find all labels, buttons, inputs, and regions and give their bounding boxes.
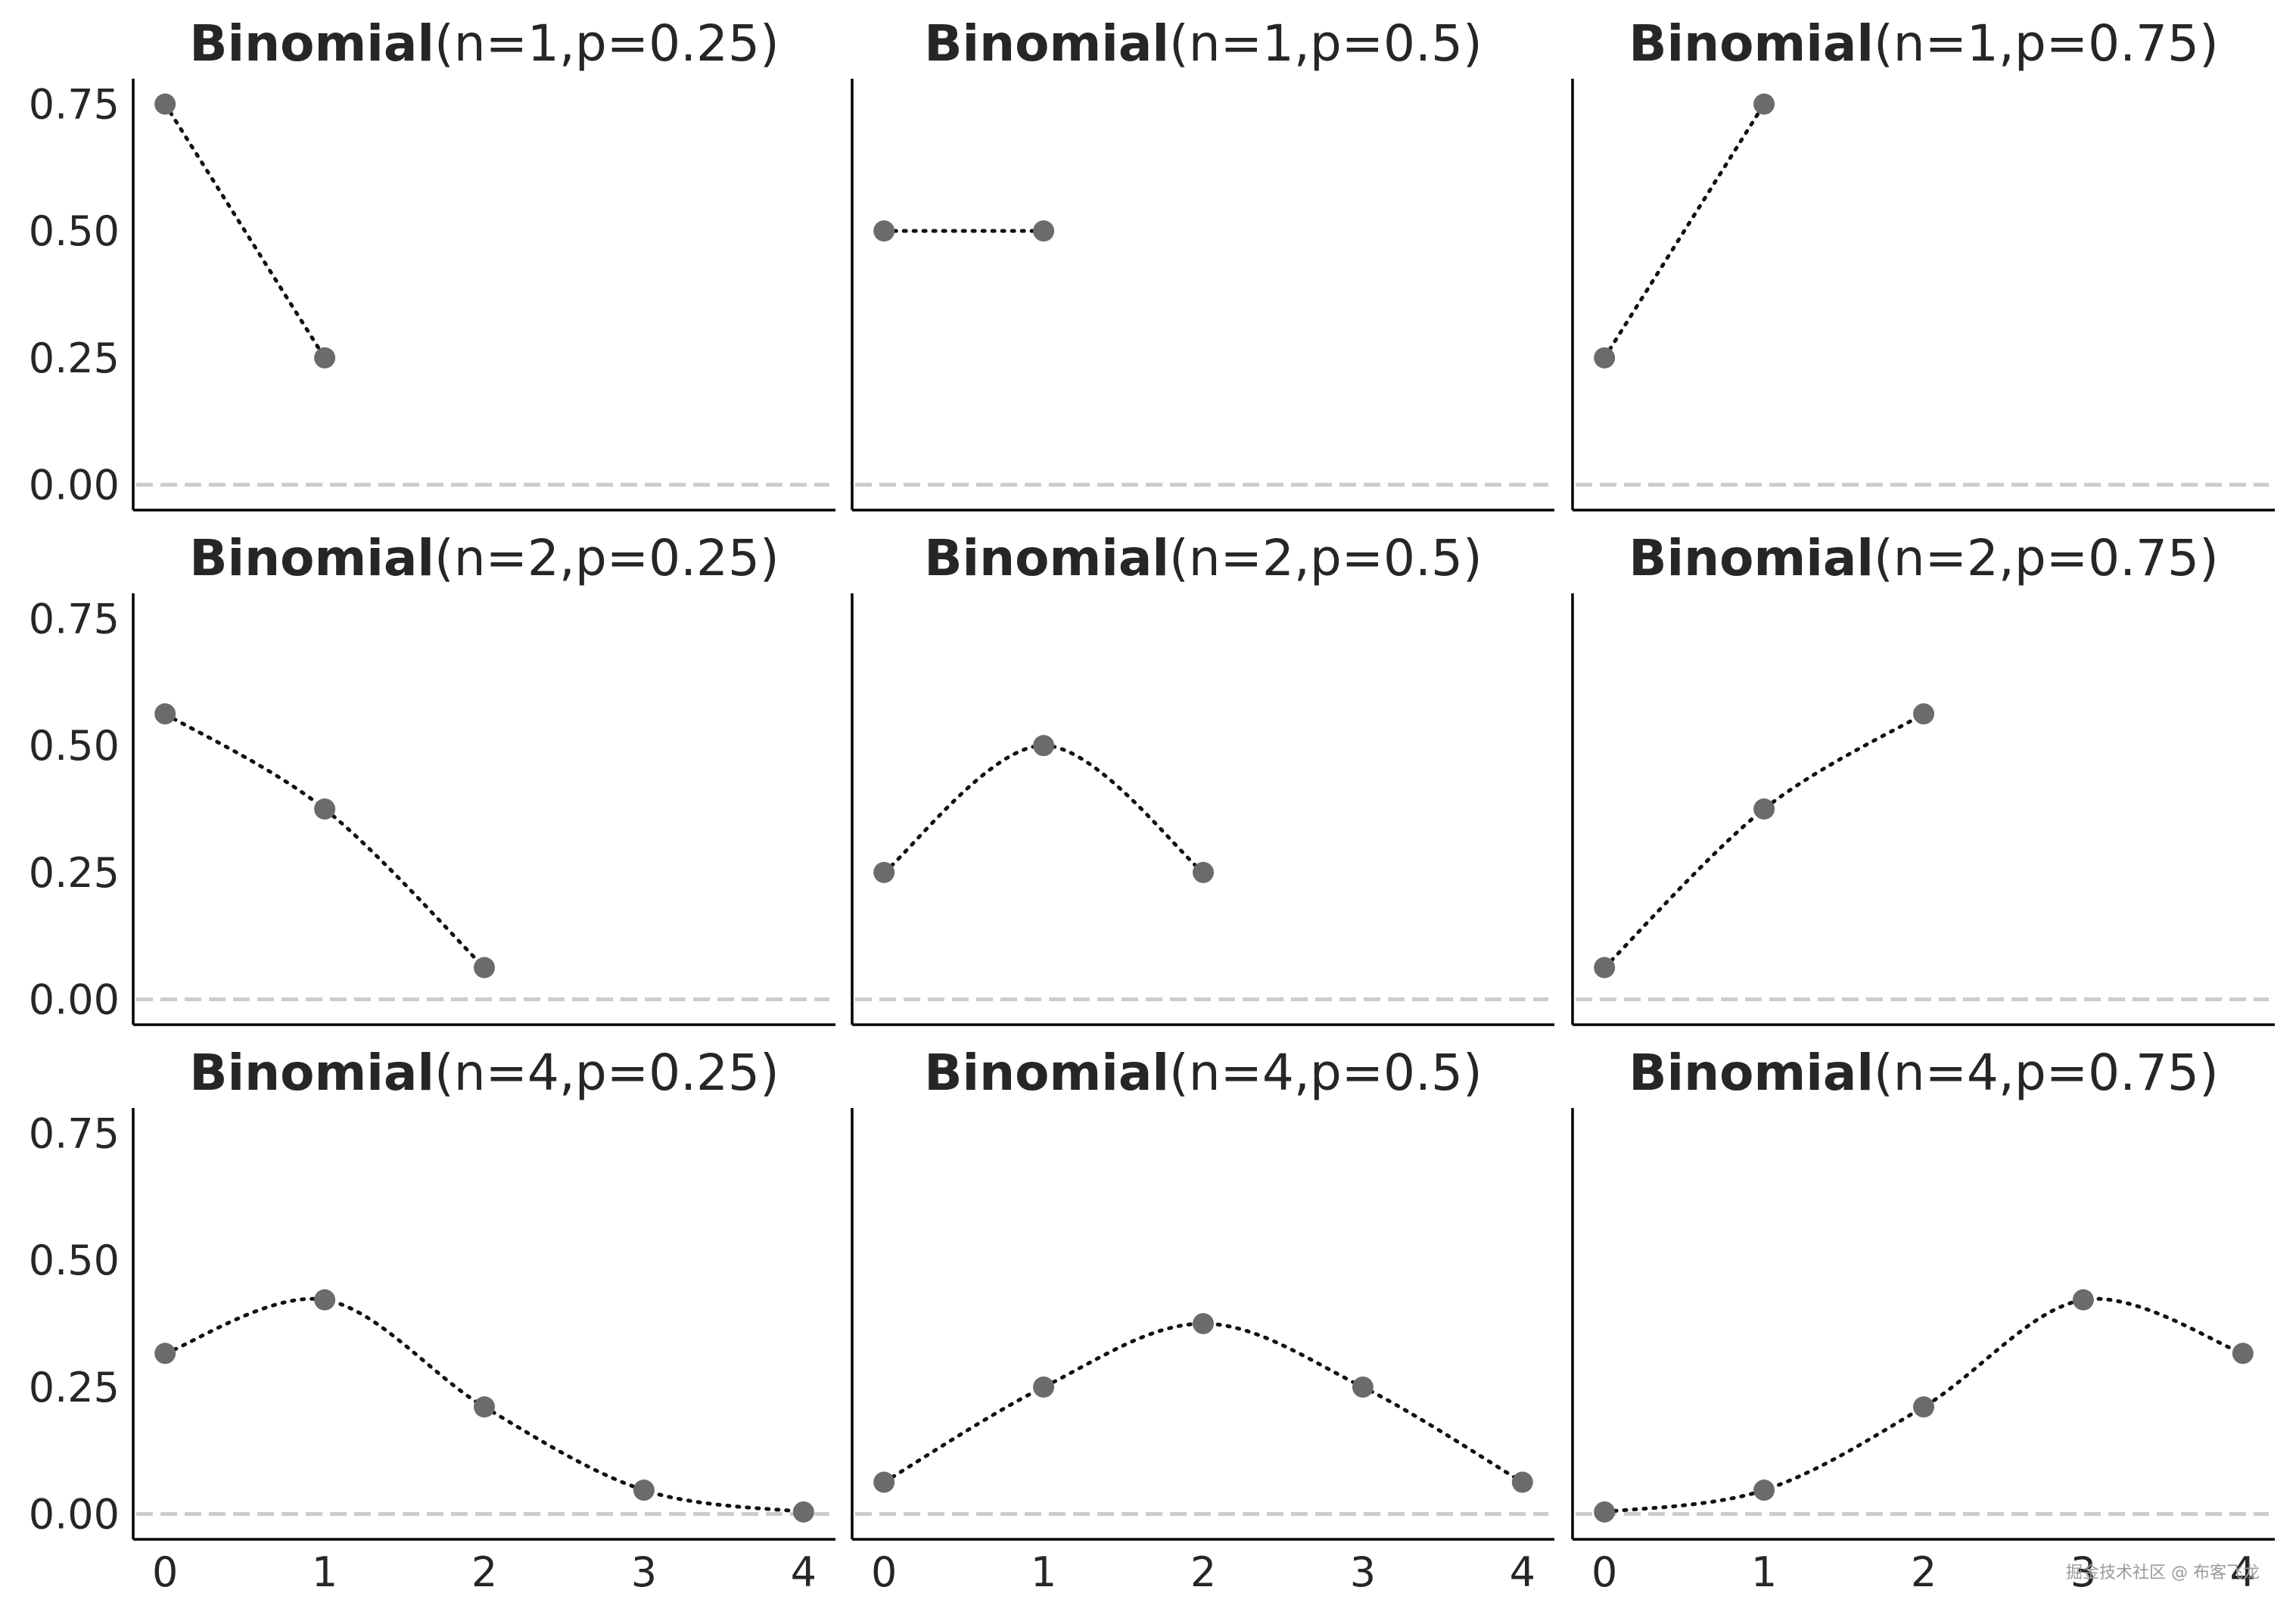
panel-9-point xyxy=(1753,1480,1775,1501)
panel-9-point xyxy=(1913,1396,1934,1418)
panel-1-ytick-label: 0.75 xyxy=(29,81,120,129)
panel-6-title-params: (n=2,p=0.75) xyxy=(1874,529,2219,587)
panel-4-ytick-label: 0.75 xyxy=(29,596,120,643)
panel-8-xtick-label: 1 xyxy=(1031,1548,1056,1596)
panel-8-point xyxy=(1352,1376,1374,1398)
panel-9-title-name: Binomial xyxy=(1629,1044,1874,1102)
panel-2-point xyxy=(1033,220,1055,242)
panel-7-point xyxy=(154,1343,176,1365)
panel-5-title: Binomial(n=2,p=0.5) xyxy=(924,529,1482,587)
panel-3-point xyxy=(1753,93,1775,115)
panel-6-point xyxy=(1913,703,1934,725)
panel-9-point xyxy=(1594,1501,1616,1523)
panel-7-title: Binomial(n=4,p=0.25) xyxy=(189,1044,779,1102)
panel-2-title-name: Binomial xyxy=(924,14,1169,73)
panel-1-title-params: (n=1,p=0.25) xyxy=(434,14,779,73)
panel-8-title-params: (n=4,p=0.5) xyxy=(1169,1044,1482,1102)
panel-5-title-name: Binomial xyxy=(924,529,1169,587)
panel-2-title-params: (n=1,p=0.5) xyxy=(1169,14,1482,73)
panel-1-series-line xyxy=(163,102,327,360)
panel-5-series-line xyxy=(882,743,1206,875)
panel-6-title-name: Binomial xyxy=(1629,529,1874,587)
panel-9-xtick-label: 1 xyxy=(1751,1548,1777,1596)
panel-3-title: Binomial(n=1,p=0.75) xyxy=(1629,14,2219,73)
panel-4-title-name: Binomial xyxy=(189,529,434,587)
panel-8-point xyxy=(1033,1376,1055,1398)
panel-4-point xyxy=(474,957,495,979)
panel-8-title-name: Binomial xyxy=(924,1044,1169,1102)
panel-3-title-name: Binomial xyxy=(1629,14,1874,73)
panel-9-xtick-label: 2 xyxy=(1911,1548,1937,1596)
panel-8-xtick-label: 2 xyxy=(1190,1548,1216,1596)
panel-3-series-line xyxy=(1602,102,1766,360)
panel-8-xtick-label: 0 xyxy=(871,1548,897,1596)
panel-6-point xyxy=(1753,798,1775,820)
panel-8-xtick-label: 3 xyxy=(1350,1548,1376,1596)
panel-1-ytick-label: 0.25 xyxy=(29,335,120,382)
panel-5-point xyxy=(873,861,895,883)
panel-6-point xyxy=(1594,957,1616,979)
panel-2-point xyxy=(873,220,895,242)
panel-8-xtick-label: 4 xyxy=(1510,1548,1535,1596)
panel-7-xtick-label: 4 xyxy=(791,1548,817,1596)
panel-1-title-name: Binomial xyxy=(189,14,434,73)
panel-3-point xyxy=(1594,347,1616,369)
panel-9-title-params: (n=4,p=0.75) xyxy=(1874,1044,2219,1102)
panel-4-point xyxy=(154,703,176,725)
panel-1-point xyxy=(154,93,176,115)
panel-7-ytick-label: 0.00 xyxy=(29,1490,120,1538)
panel-7-xtick-label: 1 xyxy=(312,1548,338,1596)
panel-4-ytick-label: 0.00 xyxy=(29,976,120,1023)
panel-7-ytick-label: 0.75 xyxy=(29,1110,120,1158)
panel-8-point xyxy=(1193,1313,1214,1334)
panel-7-ytick-label: 0.25 xyxy=(29,1364,120,1411)
panel-9-xtick-label: 4 xyxy=(2230,1548,2256,1596)
panel-1-point xyxy=(314,347,336,369)
panel-9-title: Binomial(n=4,p=0.75) xyxy=(1629,1044,2219,1102)
panel-8-point xyxy=(1511,1471,1533,1493)
panel-7-title-name: Binomial xyxy=(189,1044,434,1102)
panel-7-point xyxy=(474,1396,495,1418)
watermark-text: 掘金技术社区 @ 布客飞龙 xyxy=(2066,1564,2260,1582)
panel-5-point xyxy=(1033,735,1055,757)
panel-5-title-params: (n=2,p=0.5) xyxy=(1169,529,1482,587)
panel-1-ytick-label: 0.50 xyxy=(29,207,120,255)
panel-4-series-line xyxy=(163,711,487,970)
panel-7-title-params: (n=4,p=0.25) xyxy=(434,1044,779,1102)
panel-6-series-line xyxy=(1602,711,1926,970)
panel-7-xtick-label: 3 xyxy=(631,1548,657,1596)
panel-9-point xyxy=(2072,1289,2094,1311)
panel-7-ytick-label: 0.50 xyxy=(29,1237,120,1284)
panel-7-xtick-label: 0 xyxy=(152,1548,178,1596)
panel-8-series-line xyxy=(882,1321,1525,1485)
panel-4-ytick-label: 0.50 xyxy=(29,722,120,770)
panel-4-title-params: (n=2,p=0.25) xyxy=(434,529,779,587)
panel-9-point xyxy=(2232,1343,2254,1365)
panel-9-xtick-label: 0 xyxy=(1591,1548,1617,1596)
panel-7-point xyxy=(633,1480,655,1501)
panel-4-ytick-label: 0.25 xyxy=(29,849,120,897)
panel-9-xtick-label: 3 xyxy=(2070,1548,2096,1596)
panel-7-xtick-label: 2 xyxy=(471,1548,497,1596)
panel-3-title-params: (n=1,p=0.75) xyxy=(1874,14,2219,73)
panel-7-point xyxy=(792,1501,814,1523)
panel-1-title: Binomial(n=1,p=0.25) xyxy=(189,14,779,73)
panel-5-point xyxy=(1193,861,1214,883)
panel-4-point xyxy=(314,798,336,820)
panel-7-point xyxy=(314,1289,336,1311)
panel-2-title: Binomial(n=1,p=0.5) xyxy=(924,14,1482,73)
panel-4-title: Binomial(n=2,p=0.25) xyxy=(189,529,779,587)
panel-8-title: Binomial(n=4,p=0.5) xyxy=(924,1044,1482,1102)
panel-1-ytick-label: 0.00 xyxy=(29,461,120,509)
panel-6-title: Binomial(n=2,p=0.75) xyxy=(1629,529,2219,587)
panel-9-series-line xyxy=(1602,1296,2245,1514)
panel-8-point xyxy=(873,1471,895,1493)
